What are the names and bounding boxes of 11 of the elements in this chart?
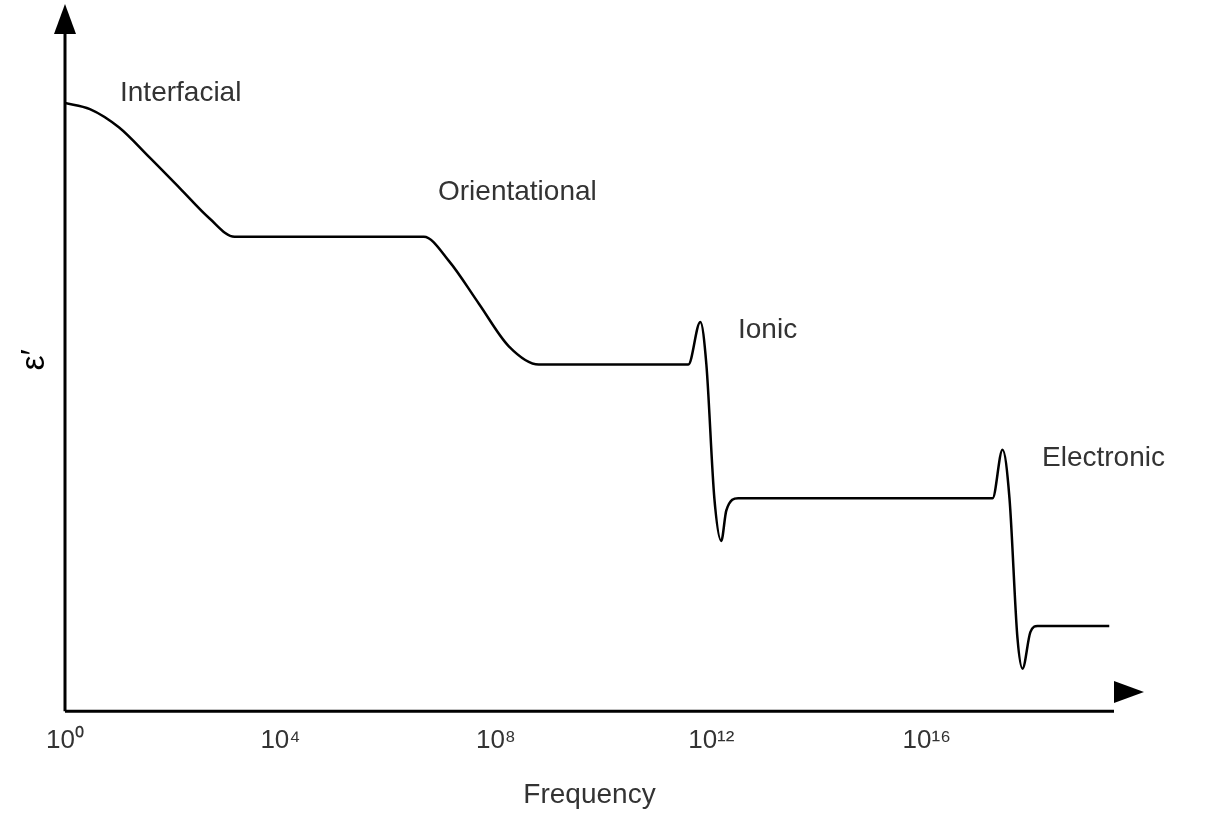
x-tick-label: 10¹⁶: [902, 723, 951, 754]
annotation: Ionic: [738, 312, 798, 344]
annotation: Interfacial: [120, 75, 242, 107]
x-tick-label: 10¹²: [688, 723, 735, 754]
annotation: Electronic: [1042, 440, 1165, 472]
x-tick-label: 10⁰: [46, 723, 84, 754]
x-tick-label: 10⁴: [260, 723, 301, 754]
x-tick-label: 10⁸: [475, 723, 516, 754]
y-axis-title: ε′: [13, 349, 52, 371]
annotation: Orientational: [438, 174, 597, 206]
x-axis-title: Frequency: [523, 777, 656, 809]
